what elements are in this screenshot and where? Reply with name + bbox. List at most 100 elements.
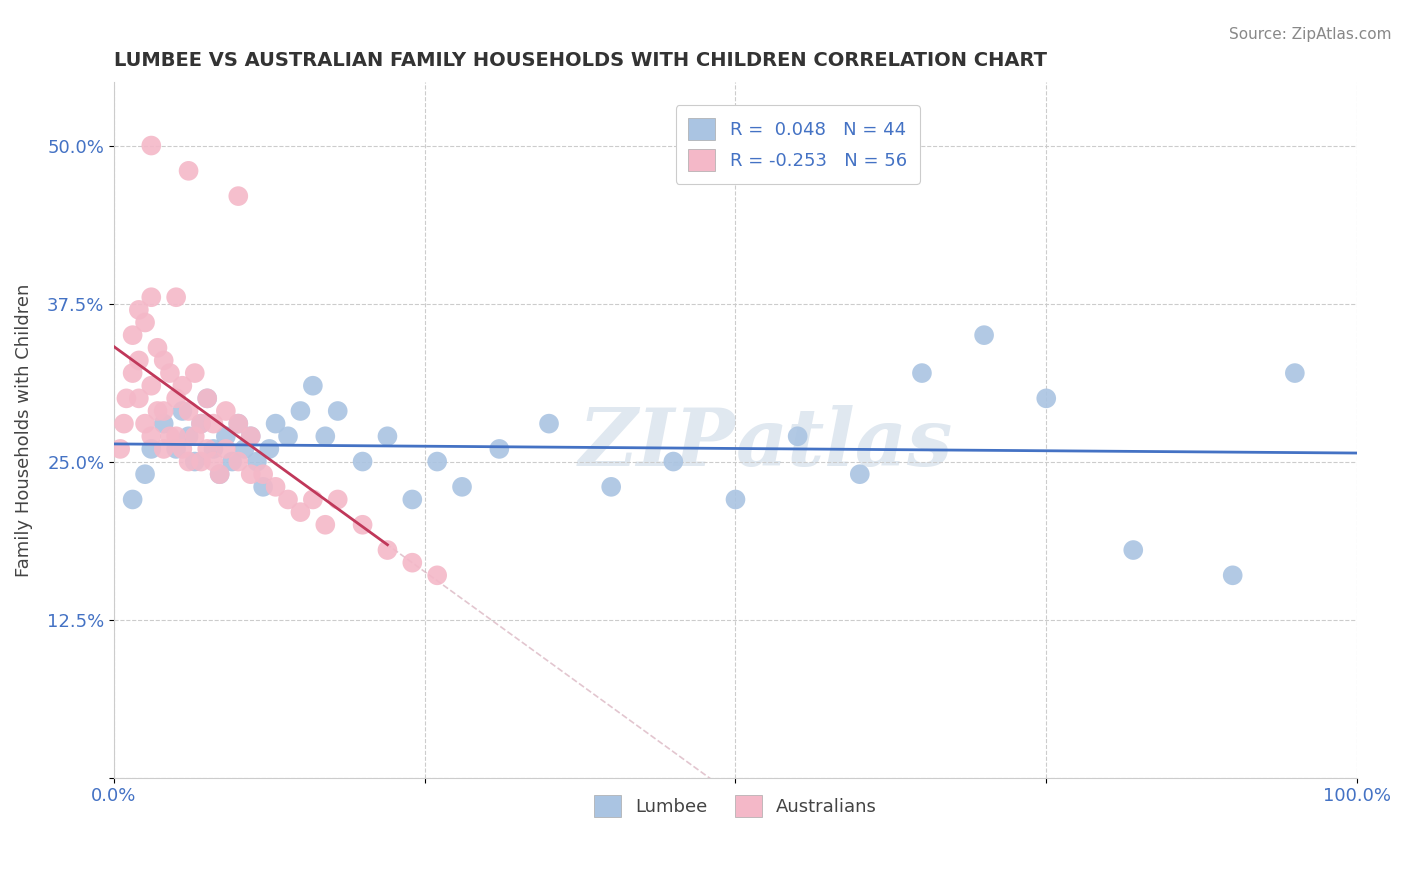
Point	[172, 442, 194, 456]
Point	[377, 543, 399, 558]
Point	[108, 442, 131, 456]
Text: ZIP: ZIP	[579, 405, 735, 483]
Point	[277, 429, 299, 443]
Point	[184, 454, 207, 468]
Point	[1222, 568, 1244, 582]
Point	[352, 454, 374, 468]
Point	[1284, 366, 1306, 380]
Point	[226, 417, 249, 431]
Point	[239, 429, 262, 443]
Point	[326, 404, 349, 418]
Point	[134, 467, 156, 482]
Point	[134, 417, 156, 431]
Point	[239, 429, 262, 443]
Y-axis label: Family Households with Children: Family Households with Children	[15, 284, 32, 576]
Point	[314, 429, 336, 443]
Point	[190, 454, 212, 468]
Point	[128, 353, 150, 368]
Point	[177, 404, 200, 418]
Point	[128, 392, 150, 406]
Point	[190, 417, 212, 431]
Point	[488, 442, 510, 456]
Point	[177, 454, 200, 468]
Text: Source: ZipAtlas.com: Source: ZipAtlas.com	[1229, 27, 1392, 42]
Point	[121, 328, 143, 343]
Point	[195, 392, 218, 406]
Point	[141, 290, 163, 304]
Point	[208, 467, 231, 482]
Point	[600, 480, 623, 494]
Point	[1122, 543, 1144, 558]
Point	[202, 417, 225, 431]
Point	[141, 378, 163, 392]
Point	[451, 480, 474, 494]
Point	[190, 417, 212, 431]
Point	[226, 189, 249, 203]
Point	[290, 505, 312, 519]
Point	[352, 517, 374, 532]
Point	[226, 454, 249, 468]
Point	[239, 467, 262, 482]
Point	[401, 556, 423, 570]
Point	[401, 492, 423, 507]
Point	[152, 417, 174, 431]
Point	[973, 328, 995, 343]
Point	[1035, 392, 1057, 406]
Point	[165, 429, 187, 443]
Point	[134, 316, 156, 330]
Point	[165, 392, 187, 406]
Point	[377, 429, 399, 443]
Point	[786, 429, 808, 443]
Point	[246, 454, 269, 468]
Point	[537, 417, 560, 431]
Point	[662, 454, 685, 468]
Point	[177, 429, 200, 443]
Point	[195, 392, 218, 406]
Point	[184, 429, 207, 443]
Text: LUMBEE VS AUSTRALIAN FAMILY HOUSEHOLDS WITH CHILDREN CORRELATION CHART: LUMBEE VS AUSTRALIAN FAMILY HOUSEHOLDS W…	[114, 51, 1047, 70]
Point	[172, 404, 194, 418]
Point	[215, 442, 238, 456]
Point	[112, 417, 135, 431]
Point	[159, 366, 181, 380]
Point	[208, 467, 231, 482]
Point	[141, 138, 163, 153]
Point	[152, 353, 174, 368]
Point	[146, 404, 169, 418]
Point	[121, 366, 143, 380]
Point	[326, 492, 349, 507]
Point	[252, 467, 274, 482]
Point	[302, 378, 325, 392]
Point	[141, 442, 163, 456]
Point	[277, 492, 299, 507]
Point	[202, 442, 225, 456]
Point	[426, 568, 449, 582]
Point	[426, 454, 449, 468]
Point	[215, 429, 238, 443]
Point	[252, 480, 274, 494]
Point	[302, 492, 325, 507]
Point	[165, 442, 187, 456]
Point	[184, 366, 207, 380]
Point	[221, 454, 243, 468]
Point	[152, 442, 174, 456]
Point	[264, 417, 287, 431]
Point	[911, 366, 934, 380]
Point	[195, 442, 218, 456]
Point	[128, 302, 150, 317]
Point	[146, 341, 169, 355]
Point	[121, 492, 143, 507]
Point	[233, 442, 256, 456]
Text: atlas: atlas	[735, 405, 953, 483]
Point	[177, 164, 200, 178]
Point	[314, 517, 336, 532]
Point	[226, 417, 249, 431]
Point	[202, 454, 225, 468]
Legend: Lumbee, Australians: Lumbee, Australians	[586, 788, 884, 824]
Point	[165, 290, 187, 304]
Point	[159, 429, 181, 443]
Point	[152, 404, 174, 418]
Point	[215, 404, 238, 418]
Point	[264, 480, 287, 494]
Point	[724, 492, 747, 507]
